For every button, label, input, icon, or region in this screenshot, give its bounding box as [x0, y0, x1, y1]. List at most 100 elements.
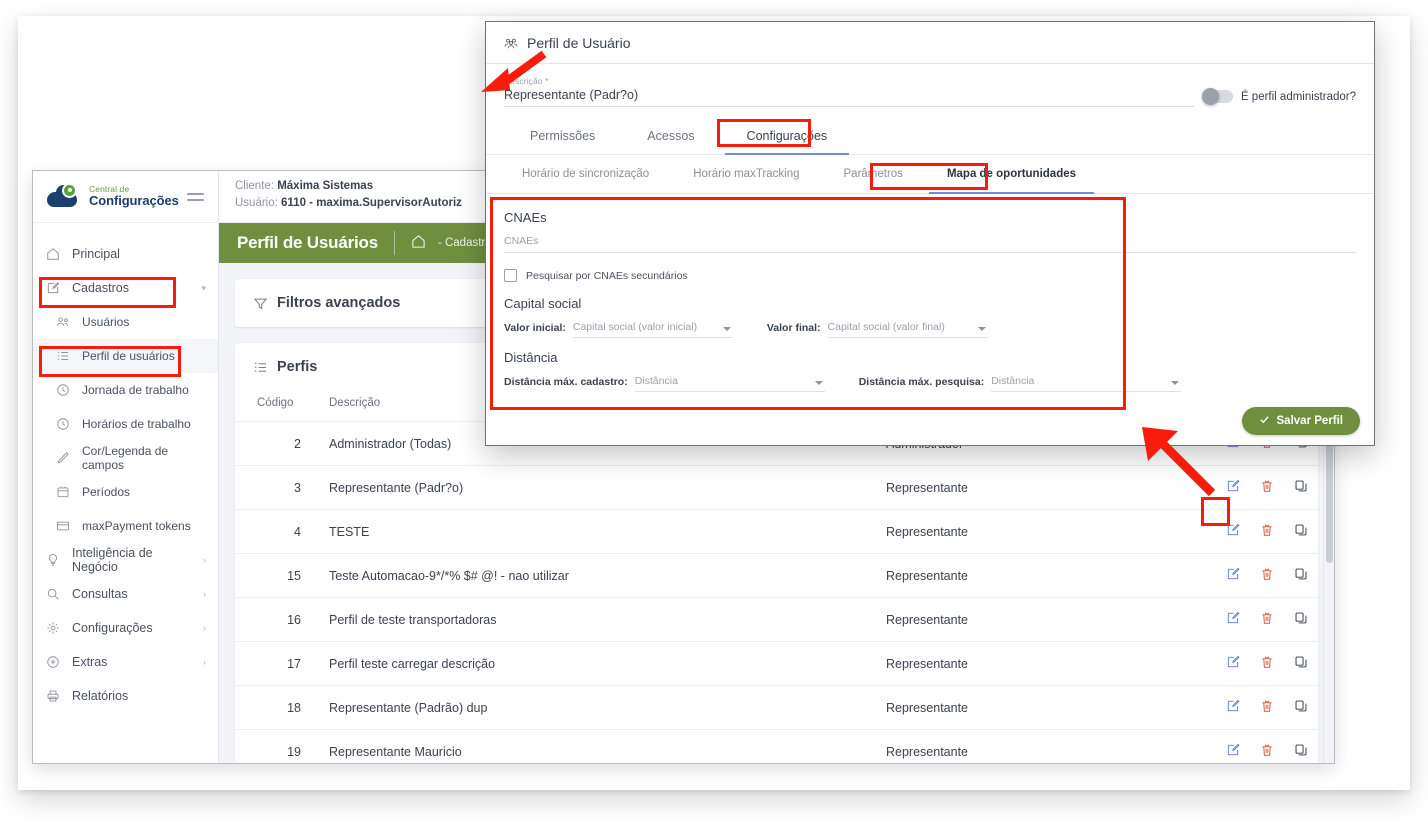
perfis-title: Perfis: [277, 359, 318, 375]
edit-icon[interactable]: [1226, 479, 1240, 493]
cnaes-secundarios-row[interactable]: Pesquisar por CNAEs secundários: [504, 269, 1356, 282]
distancia-pesquisa-select[interactable]: Distância: [991, 375, 1182, 392]
edit-icon[interactable]: [1226, 699, 1240, 713]
col-codigo: Código: [235, 391, 301, 422]
sidebar-item-perfil-de-usuarios[interactable]: Perfil de usuários: [33, 339, 218, 373]
edit-icon[interactable]: [1226, 567, 1240, 581]
cell-edit[interactable]: [1216, 553, 1250, 598]
admin-toggle-switch[interactable]: [1201, 88, 1233, 105]
cell-edit[interactable]: [1216, 509, 1250, 554]
cell-copy[interactable]: [1284, 685, 1318, 730]
tab-permissoes[interactable]: Permissões: [530, 129, 596, 143]
sidebar-item-consultas[interactable]: Consultas ›: [33, 577, 218, 611]
descricao-field[interactable]: Descrição * Representante (Padr?o): [504, 76, 1194, 107]
cell-copy[interactable]: [1284, 465, 1318, 510]
sidebar-item-periodos[interactable]: Períodos: [33, 475, 218, 509]
distancia-cadastro-select[interactable]: Distância: [634, 375, 825, 392]
home-icon[interactable]: [411, 234, 426, 252]
cell-edit[interactable]: [1216, 597, 1250, 642]
tab-acessos[interactable]: Acessos: [647, 129, 695, 143]
table-row[interactable]: 18 Representante (Padrão) dup Representant…: [235, 685, 1318, 730]
sidebar-item-principal[interactable]: Principal: [33, 237, 218, 271]
cell-copy[interactable]: [1284, 597, 1318, 642]
table-row[interactable]: 16 Perfil de teste transportadoras Represe…: [235, 597, 1318, 642]
table-row[interactable]: 4 TESTE Representante: [235, 509, 1318, 554]
sidebar-item-extras[interactable]: Extras ›: [33, 645, 218, 679]
valor-inicial-select[interactable]: Capital social (valor inicial): [572, 321, 733, 338]
cell-copy[interactable]: [1284, 729, 1318, 763]
cell-delete[interactable]: [1250, 729, 1284, 763]
hamburger-icon[interactable]: [186, 192, 204, 201]
copy-icon[interactable]: [1294, 743, 1308, 757]
sidebar-item-cor-legenda-de-campos[interactable]: Cor/Legenda de campos: [33, 441, 218, 475]
valor-final-select[interactable]: Capital social (valor final): [827, 321, 988, 338]
sidebar-item-usuarios[interactable]: Usuários: [33, 305, 218, 339]
filtros-avancados-header[interactable]: Filtros avançados: [235, 279, 1318, 327]
admin-toggle-row[interactable]: É perfil administrador?: [1201, 88, 1356, 107]
table-row[interactable]: 3 Representante (Padr?o) Representante: [235, 465, 1318, 510]
trash-icon[interactable]: [1260, 655, 1274, 669]
copy-icon[interactable]: [1294, 611, 1308, 625]
sidebar-item-configuracoes[interactable]: Configurações ›: [33, 611, 218, 645]
table-row[interactable]: 19 Representante Mauricio Representante: [235, 729, 1318, 763]
tab-configuracoes[interactable]: Configurações: [721, 119, 854, 155]
sidebar-item-horarios-de-trabalho[interactable]: Horários de trabalho: [33, 407, 218, 441]
sidebar-item-cadastros[interactable]: Cadastros ▾: [33, 271, 218, 305]
copy-icon[interactable]: [1294, 655, 1308, 669]
trash-icon[interactable]: [1260, 743, 1274, 757]
cell-tipo: Representante: [886, 553, 1216, 598]
table-row[interactable]: 15 Teste Automacao-9*/*% $# @! - nao util…: [235, 553, 1318, 598]
users-icon: [55, 314, 71, 330]
cell-copy[interactable]: [1284, 509, 1318, 554]
copy-icon[interactable]: [1294, 567, 1308, 581]
salvar-perfil-button[interactable]: Salvar Perfil: [1241, 407, 1360, 435]
cell-tipo: Representante: [886, 641, 1216, 686]
cell-descricao: Representante Mauricio: [301, 729, 886, 763]
cell-delete[interactable]: [1250, 509, 1284, 554]
cell-copy[interactable]: [1284, 641, 1318, 686]
client-row: Cliente: Máxima Sistemas: [235, 178, 1318, 195]
cell-edit[interactable]: [1216, 641, 1250, 686]
gear-icon: [45, 620, 61, 636]
page-title: Perfil de Usuários: [237, 233, 378, 252]
brand-header: Central de Configurações: [33, 171, 218, 223]
valor-final-group: Valor final: Capital social (valor final…: [767, 321, 988, 338]
trash-icon[interactable]: [1260, 567, 1274, 581]
trash-icon[interactable]: [1260, 699, 1274, 713]
cnaes-input[interactable]: CNAEs: [504, 235, 1356, 253]
edit-icon[interactable]: [1226, 523, 1240, 537]
copy-icon[interactable]: [1294, 699, 1308, 713]
valor-inicial-group: Valor inicial: Capital social (valor ini…: [504, 321, 733, 338]
copy-icon[interactable]: [1294, 523, 1308, 537]
sidebar-item-maxpayment-tokens[interactable]: maxPayment tokens: [33, 509, 218, 543]
cell-delete[interactable]: [1250, 597, 1284, 642]
cell-delete[interactable]: [1250, 641, 1284, 686]
tab-horario-maxtracking[interactable]: Horário maxTracking: [693, 168, 800, 180]
edit-icon[interactable]: [1226, 611, 1240, 625]
tab-mapa-de-oportunidades[interactable]: Mapa de oportunidades: [925, 155, 1098, 194]
tab-parametros[interactable]: Parâmetros: [843, 168, 903, 180]
descricao-input[interactable]: Representante (Padr?o): [504, 86, 1194, 107]
trash-icon[interactable]: [1260, 523, 1274, 537]
cnaes-secundarios-checkbox[interactable]: [504, 269, 517, 282]
distancia-pesquisa-value: Distância: [991, 375, 1035, 387]
cell-edit[interactable]: [1216, 465, 1250, 510]
cell-delete[interactable]: [1250, 465, 1284, 510]
trash-icon[interactable]: [1260, 479, 1274, 493]
trash-icon[interactable]: [1260, 611, 1274, 625]
sidebar-item-jornada-de-trabalho[interactable]: Jornada de trabalho: [33, 373, 218, 407]
cell-edit[interactable]: [1216, 729, 1250, 763]
cell-copy[interactable]: [1284, 553, 1318, 598]
cell-delete[interactable]: [1250, 685, 1284, 730]
edit-icon[interactable]: [1226, 743, 1240, 757]
cell-delete[interactable]: [1250, 553, 1284, 598]
check-icon: [1259, 414, 1270, 428]
sidebar-item-inteligencia-de-negocio[interactable]: Inteligência de Negócio ›: [33, 543, 218, 577]
sidebar-item-relatorios[interactable]: Relatórios: [33, 679, 218, 713]
cell-edit[interactable]: [1216, 685, 1250, 730]
edit-icon[interactable]: [1226, 655, 1240, 669]
copy-icon[interactable]: [1294, 479, 1308, 493]
table-row[interactable]: 17 Perfil teste carregar descrição Represe…: [235, 641, 1318, 686]
tab-horario-de-sincronizacao[interactable]: Horário de sincronização: [522, 168, 650, 180]
